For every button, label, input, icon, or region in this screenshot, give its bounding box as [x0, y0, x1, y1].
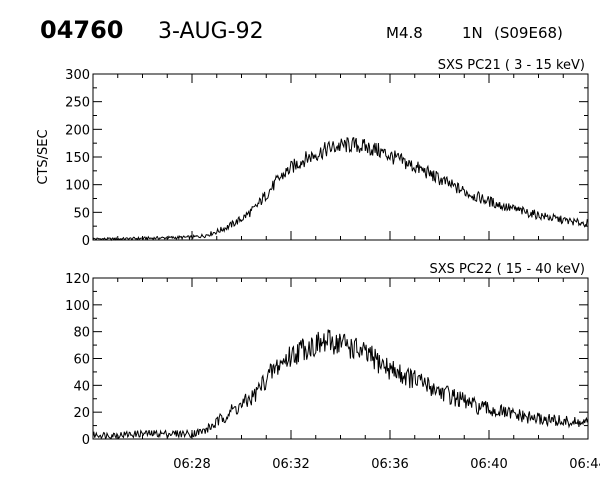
- optical-class: 1N: [462, 24, 483, 42]
- y-tick-label: 60: [73, 353, 90, 368]
- y-axis-label: CTS/SEC: [36, 129, 51, 184]
- y-tick-label: 120: [65, 272, 90, 287]
- panel-label: SXS PC21 ( 3 - 15 keV): [438, 58, 585, 73]
- panel-label: SXS PC22 ( 15 - 40 keV): [429, 262, 585, 277]
- y-tick-label: 150: [65, 151, 90, 166]
- x-tick-label: 06:40: [470, 457, 507, 472]
- y-tick-label: 0: [82, 234, 90, 249]
- series-line-1: [92, 329, 589, 440]
- x-tick-label: 06:36: [371, 457, 408, 472]
- y-tick-label: 0: [82, 433, 90, 448]
- panel-2: 0 20 40 60 80 100 120 06:28 06:32 06:36 06:40 06:44…: [65, 262, 600, 472]
- y-tick-label: 50: [73, 206, 90, 221]
- plot-frame: [92, 73, 589, 241]
- x-tick-label: 06:32: [272, 457, 309, 472]
- y-tick-label: 200: [65, 123, 90, 138]
- plot-frame: [92, 277, 589, 440]
- event-date: 3-AUG-92: [158, 19, 264, 44]
- figure-header: 04760 3-AUG-92 M4.8 1N (S09E68): [40, 16, 563, 44]
- y-tick-label: 20: [73, 406, 90, 421]
- y-tick-label: 300: [65, 68, 90, 83]
- y-tick-label: 250: [65, 96, 90, 111]
- y-tick-label: 80: [73, 326, 90, 341]
- flare-class: M4.8: [386, 24, 423, 42]
- series-line-1: [92, 136, 589, 242]
- y-tick-label: 100: [65, 179, 90, 194]
- panel-1: 0 50 100 150 200 250 300 SXS PC21 ( 3 - 15 keV)…: [36, 58, 589, 249]
- x-tick-label: 06:28: [173, 457, 210, 472]
- x-tick-label: 06:44: [569, 457, 600, 472]
- y-tick-label: 100: [65, 299, 90, 314]
- flare-location: (S09E68): [494, 24, 563, 42]
- y-tick-label: 40: [73, 379, 90, 394]
- event-id: 04760: [40, 16, 124, 44]
